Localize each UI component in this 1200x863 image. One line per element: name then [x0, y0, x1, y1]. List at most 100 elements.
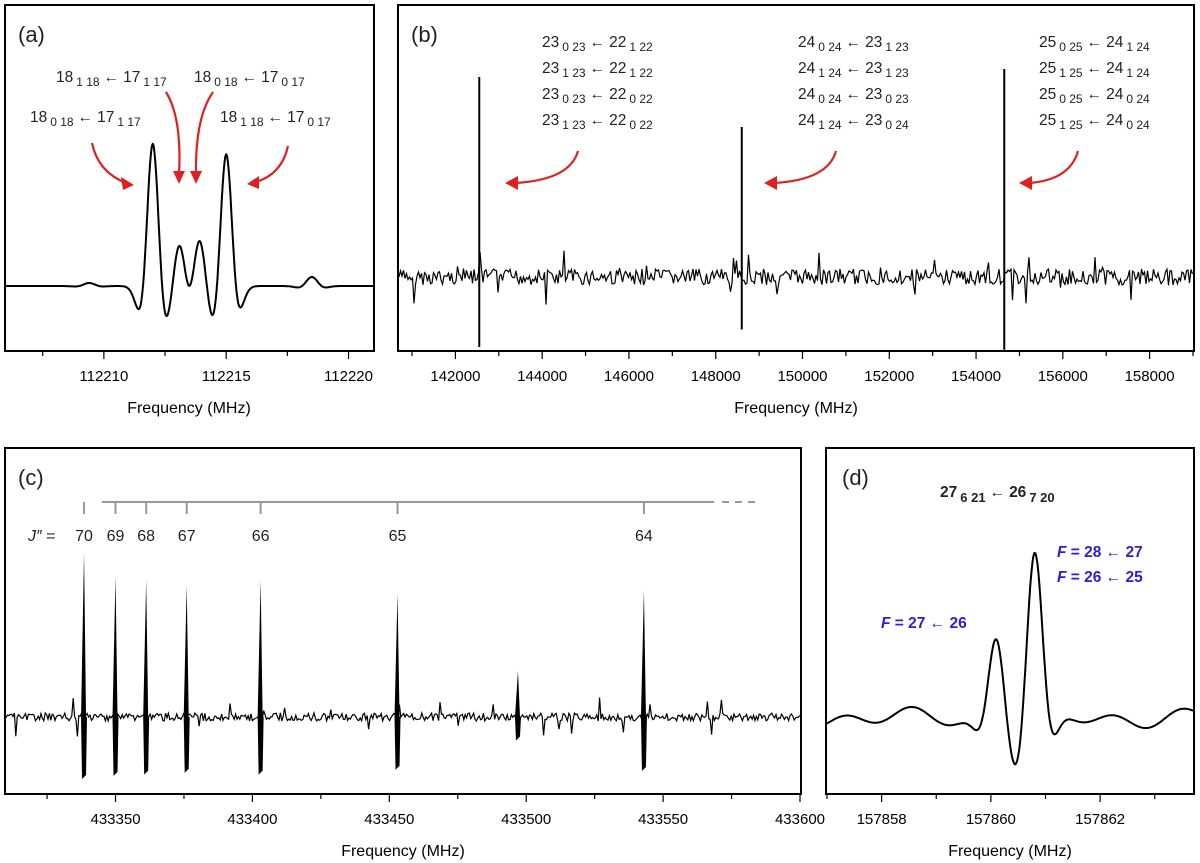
panel-a-annotation-3: 18 0 18 ← 17 1 17 — [30, 109, 141, 129]
panel-b-g1-line-4: 23 1 23 ← 22 0 22 — [542, 112, 653, 132]
noise-line — [5, 697, 801, 737]
panel-b-x-axis: 142000 144000 146000 148000 150000 152000 1540… — [411, 351, 1194, 385]
spectral-peak-up — [394, 593, 400, 717]
panel-b-noise-trace — [398, 250, 1194, 305]
panel-b-g3-line-2: 25 1 25 ← 24 1 24 — [1039, 60, 1150, 80]
panel-b-g3-line-1: 25 0 25 ← 24 1 24 — [1039, 34, 1150, 54]
spectral-peak-down — [81, 717, 88, 779]
panel-d-transition-title: 27 6 21 ← 26 7 20 — [940, 484, 1055, 505]
panel-b-g2-line-3: 24 0 24 ← 23 0 23 — [798, 86, 909, 106]
x-tick-label: 433400 — [227, 811, 277, 828]
panel-a-frame — [4, 4, 375, 352]
j-label-65: 65 — [389, 528, 407, 545]
panel-b-g1-line-1: 23 0 23 ← 22 1 22 — [542, 34, 653, 54]
noise-line — [398, 250, 1194, 305]
spectral-peak-down — [143, 717, 150, 775]
panel-b-g2-line-4: 24 1 24 ← 23 0 24 — [798, 112, 909, 132]
panel-a-arrow-2 — [165, 91, 181, 175]
panel-b-annotation-group-3: 25 0 25 ← 24 1 24 25 1 25 ← 24 1 24 25 0 25 ← 24 0 2… — [1039, 34, 1150, 132]
panel-c: (c) 433350 433400 433450 433500 433550 433600… — [4, 447, 825, 860]
spectral-peak-down — [640, 717, 647, 771]
panel-d-x-axis-title: Frequency (MHz) — [948, 843, 1072, 860]
panel-b-annotation-group-1: 23 0 23 ← 22 1 22 23 1 23 ← 22 1 22 23 0 23 ← 22 0 2… — [542, 34, 653, 132]
panel-a-annotation-2: 18 0 18 ← 17 0 17 — [194, 69, 305, 89]
j-label-64: 64 — [635, 528, 653, 545]
panel-d-hyperfine-label-3: F = 26 ← 25 — [1057, 569, 1143, 586]
x-tick-label: 142000 — [430, 368, 480, 385]
x-tick-label: 433350 — [90, 811, 140, 828]
panel-b-frame — [397, 4, 1195, 352]
panel-b-x-axis-title: Frequency (MHz) — [734, 400, 858, 417]
j-label-67: 67 — [178, 528, 196, 545]
panel-b-arrowhead-2 — [764, 176, 777, 190]
spectral-peak-down — [514, 717, 521, 741]
panel-d-x-axis: 157858 157860 157862 — [826, 794, 1156, 828]
panel-a-label: (a) — [18, 22, 45, 47]
panel-b-peaks — [478, 69, 1006, 350]
j-label-68: 68 — [137, 528, 155, 545]
spectral-peak-up — [514, 670, 520, 717]
panel-d-spectrum-trace — [826, 552, 1194, 766]
panel-a-annotation-4: 18 1 18 ← 17 0 17 — [220, 109, 331, 129]
x-tick-label: 158000 — [1125, 368, 1175, 385]
panel-a-arrowhead-1 — [121, 177, 134, 190]
x-tick-label: 157860 — [966, 811, 1016, 828]
x-tick-label: 433550 — [638, 811, 688, 828]
x-tick-label: 112210 — [79, 368, 128, 385]
panel-c-x-axis: 433350 433400 433450 433500 433550 433600 — [46, 794, 825, 828]
panel-a-arrow-3 — [194, 91, 214, 175]
panel-c-j-prefix: J″ = — [27, 528, 55, 545]
x-tick-label: 433600 — [775, 811, 825, 828]
x-tick-label: 112220 — [324, 368, 373, 385]
x-tick-label: 433450 — [364, 811, 414, 828]
panel-d: (d) 157858 157860 157862 27 6 21 ← 26 7 20 F =… — [825, 447, 1195, 860]
panel-c-j-ladder: 70 69 68 67 66 65 64 — [75, 501, 758, 545]
panel-b-g3-line-4: 25 1 25 ← 24 0 24 — [1039, 112, 1150, 132]
panel-a-spectrum-trace — [5, 142, 374, 318]
panel-c-noise-trace — [5, 697, 801, 737]
panel-b-g2-line-2: 24 1 24 ← 23 1 23 — [798, 60, 909, 80]
x-tick-label: 146000 — [604, 368, 654, 385]
spectral-peak-up — [143, 580, 149, 717]
panel-b-arrow-1 — [514, 150, 580, 185]
panel-b-label: (b) — [411, 22, 438, 47]
panel-d-hyperfine-label-1: F = 27 ← 26 — [881, 615, 967, 632]
spectral-peak-down — [257, 717, 264, 775]
panel-c-peaks — [81, 552, 647, 779]
spectral-peak-up — [257, 580, 263, 717]
panel-a-x-axis: 112210 112215 112220 — [42, 351, 373, 385]
panel-b-annotation-group-2: 24 0 24 ← 23 1 23 24 1 24 ← 23 1 23 24 0 24 ← 23 0 2… — [798, 34, 909, 132]
spectral-peak-down — [394, 717, 401, 770]
panel-b-arrow-3 — [1028, 150, 1080, 185]
panel-b-g2-line-1: 24 0 24 ← 23 1 23 — [798, 34, 909, 54]
x-tick-label: 150000 — [777, 368, 827, 385]
panel-a-arrow-4 — [255, 145, 290, 184]
j-label-70: 70 — [75, 528, 93, 545]
panel-a-arrowhead-2 — [173, 171, 185, 184]
panel-a-arrows — [90, 91, 290, 190]
panel-a: (a) 112210 112215 112220 18 1 18 ← 17 1 17 18 0… — [4, 4, 375, 417]
spectral-peak-up — [183, 585, 189, 717]
panel-a-arrowhead-3 — [190, 171, 202, 184]
x-tick-label: 156000 — [1038, 368, 1088, 385]
x-tick-label: 112215 — [202, 368, 251, 385]
spectral-peak-down — [183, 717, 190, 773]
x-tick-label: 152000 — [864, 368, 914, 385]
x-tick-label: 157862 — [1075, 811, 1125, 828]
spectral-peak-up — [81, 552, 87, 717]
panel-d-label: (d) — [842, 465, 869, 490]
x-tick-label: 433500 — [501, 811, 551, 828]
panel-b-arrows — [505, 150, 1080, 190]
panel-a-arrow-1 — [90, 142, 127, 185]
j-label-69: 69 — [107, 528, 125, 545]
x-tick-label: 148000 — [691, 368, 741, 385]
panel-a-annotation-1: 18 1 18 ← 17 1 17 — [56, 69, 167, 89]
panel-b: (b) 142000 144000 146000 148000 150000 152000… — [397, 4, 1195, 417]
panel-b-g3-line-3: 25 0 25 ← 24 0 24 — [1039, 86, 1150, 106]
panel-c-frame — [4, 447, 802, 795]
panel-b-g1-line-2: 23 1 23 ← 22 1 22 — [542, 60, 653, 80]
panel-c-label: (c) — [18, 465, 44, 490]
panel-d-frame — [825, 447, 1195, 795]
panel-d-hyperfine-label-2: F = 28 ← 27 — [1057, 544, 1143, 561]
